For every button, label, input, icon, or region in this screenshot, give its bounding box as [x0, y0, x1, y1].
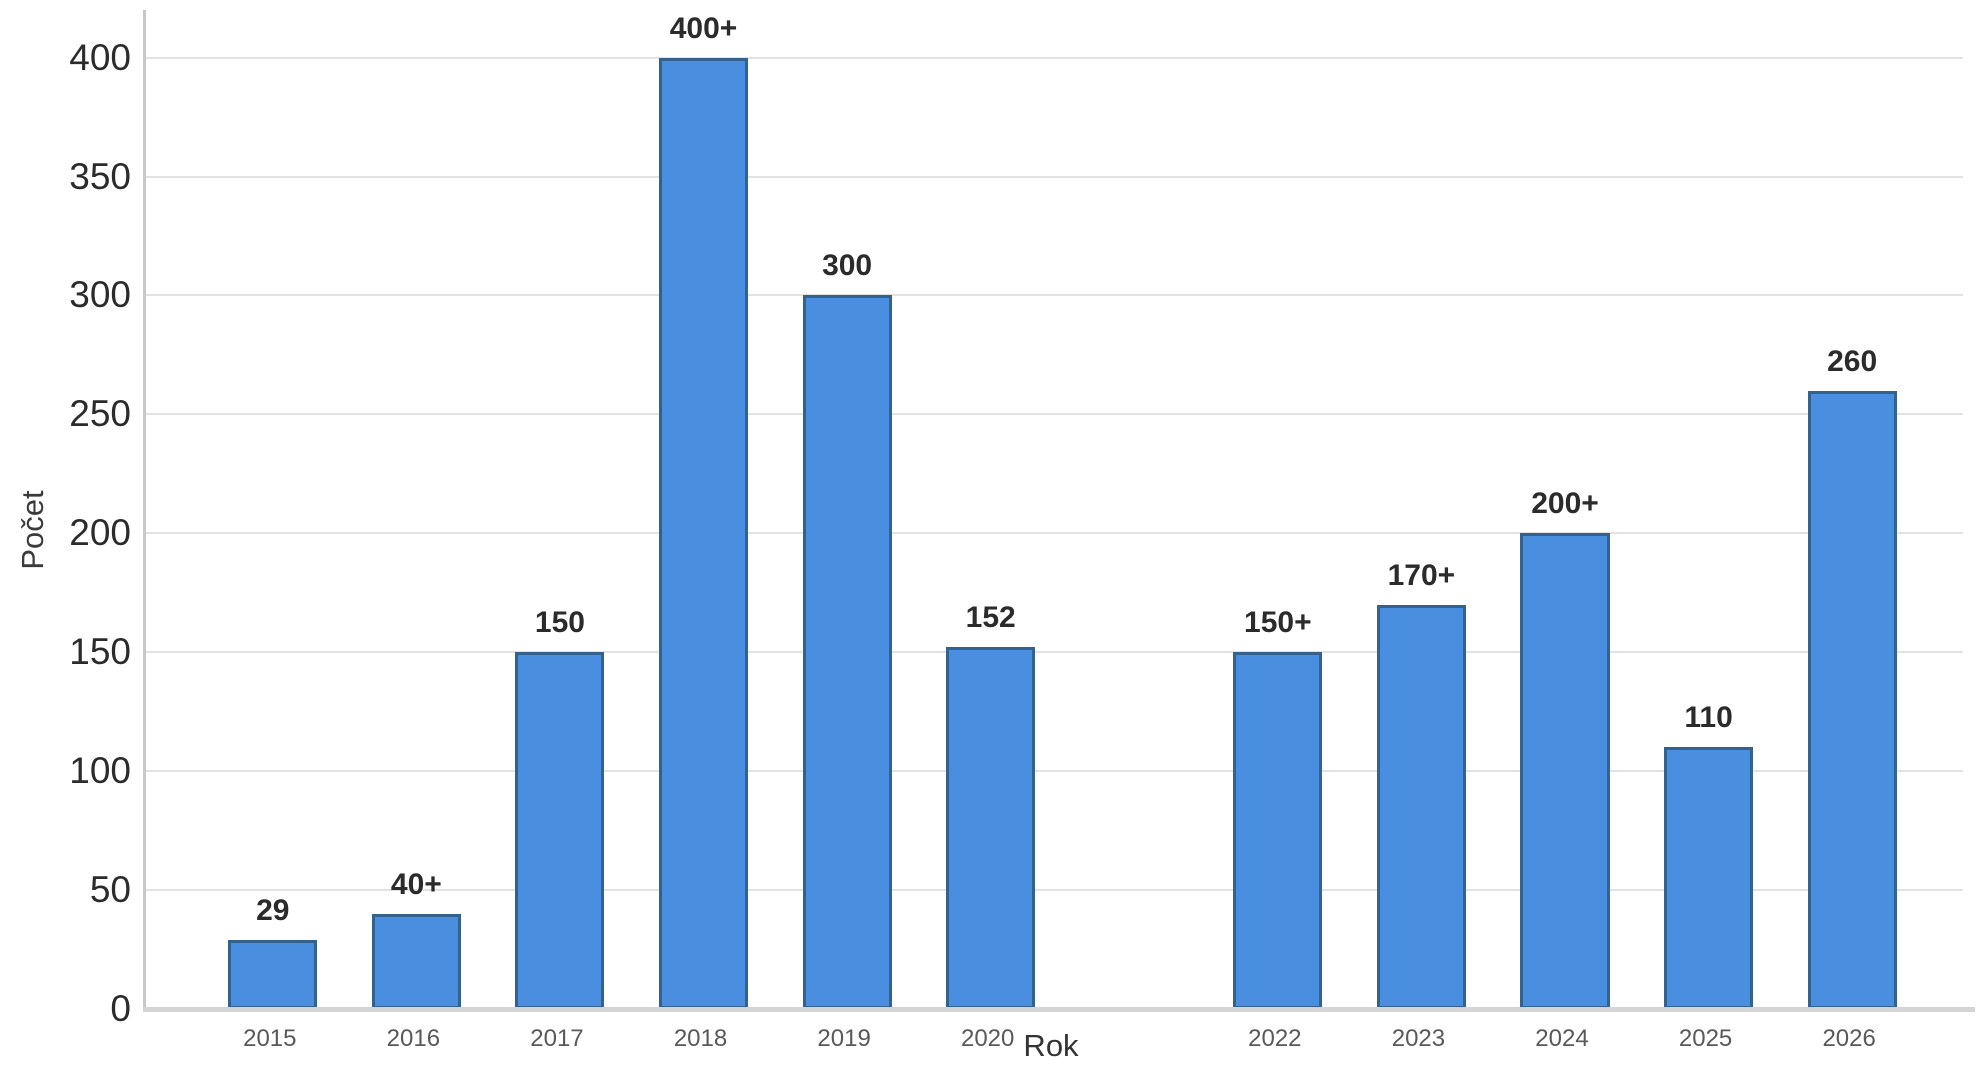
bar — [659, 57, 749, 1009]
gridline — [146, 413, 1963, 416]
x-tick-label: 2025 — [1678, 1025, 1733, 1052]
y-tick-label: 200 — [69, 512, 131, 554]
bar-slot: 200+ — [1493, 10, 1637, 1009]
bar-slot: 40+ — [345, 10, 489, 1009]
bar-slot: 150 — [488, 10, 632, 1009]
bar — [1807, 390, 1897, 1009]
x-axis-title: Rok — [1023, 1028, 1079, 1063]
bar-value-label: 150 — [534, 606, 585, 640]
gridline — [146, 889, 1963, 892]
y-tick-label: 50 — [89, 869, 131, 911]
bar — [946, 647, 1036, 1009]
bar-slot: 300 — [775, 10, 919, 1009]
gridline — [146, 651, 1963, 654]
bar-slot: 150+ — [1206, 10, 1350, 1009]
x-tick-label: 2016 — [386, 1025, 441, 1052]
y-tick-label: 0 — [110, 988, 131, 1029]
bar-value-label: 260 — [1827, 344, 1878, 378]
bar-slot: 152 — [919, 10, 1063, 1009]
x-tick-label-empty — [1059, 1024, 1203, 1054]
bar-slot: 110 — [1637, 10, 1781, 1009]
bar — [1376, 604, 1466, 1009]
x-tick-label: 2015 — [243, 1025, 297, 1052]
gridline — [146, 175, 1963, 178]
x-axis-tick-labels: 2015 2016 2017 2018 2019 2020 2022 2023 2024 2025… — [143, 1024, 1960, 1054]
y-tick-label: 100 — [69, 750, 131, 792]
y-tick-label: 150 — [69, 631, 131, 673]
plot-area: 29 40+ 150 400+ 300 152 150+ 170+ 200+ 110 260 — [143, 10, 1963, 1009]
bar — [1520, 533, 1610, 1009]
bar-value-label: 110 — [1684, 701, 1733, 735]
bar — [228, 940, 318, 1009]
y-tick-label: 300 — [69, 274, 131, 316]
bar-value-label: 300 — [822, 249, 873, 283]
gridline — [146, 532, 1963, 535]
bars-row: 29 40+ 150 400+ 300 152 150+ 170+ 200+ 110 260 — [146, 10, 1963, 1009]
bar-value-label: 29 — [256, 894, 290, 928]
x-tick-label: 2023 — [1391, 1025, 1446, 1052]
bar-slot-empty — [1062, 10, 1206, 1009]
x-tick-label: 2024 — [1535, 1025, 1589, 1052]
x-tick-label: 2020 — [960, 1025, 1015, 1052]
bar-slot: 400+ — [632, 10, 776, 1009]
x-tick-label: 2019 — [817, 1025, 871, 1052]
y-tick-label: 350 — [69, 155, 131, 197]
y-axis-tick-labels: 0 50 100 150 200 250 300 350 400 — [0, 10, 131, 1029]
x-tick-label: 2026 — [1822, 1025, 1876, 1052]
x-tick-label: 2018 — [673, 1025, 728, 1052]
bar — [1664, 747, 1754, 1009]
bar — [371, 913, 461, 1009]
bar-slot: 260 — [1780, 10, 1924, 1009]
bar — [802, 295, 892, 1009]
y-tick-label: 400 — [69, 36, 131, 78]
bar-value-label: 150+ — [1244, 606, 1312, 640]
bar-slot: 29 — [201, 10, 345, 1009]
x-axis-line — [143, 1007, 1975, 1012]
bar-slot: 170+ — [1350, 10, 1494, 1009]
bar-value-label: 152 — [965, 601, 1016, 635]
bar-value-label: 200+ — [1531, 487, 1599, 521]
bar-value-label: 400+ — [669, 11, 738, 45]
gridline — [146, 770, 1963, 773]
y-tick-label: 250 — [69, 393, 131, 435]
gridline — [146, 294, 1963, 297]
bar-value-label: 170+ — [1387, 558, 1456, 592]
x-tick-label: 2017 — [530, 1025, 584, 1052]
bar — [515, 652, 605, 1009]
bar — [1233, 652, 1323, 1009]
x-tick-label: 2022 — [1248, 1025, 1302, 1052]
gridline — [146, 56, 1963, 59]
bar-value-label: 40+ — [390, 867, 442, 901]
